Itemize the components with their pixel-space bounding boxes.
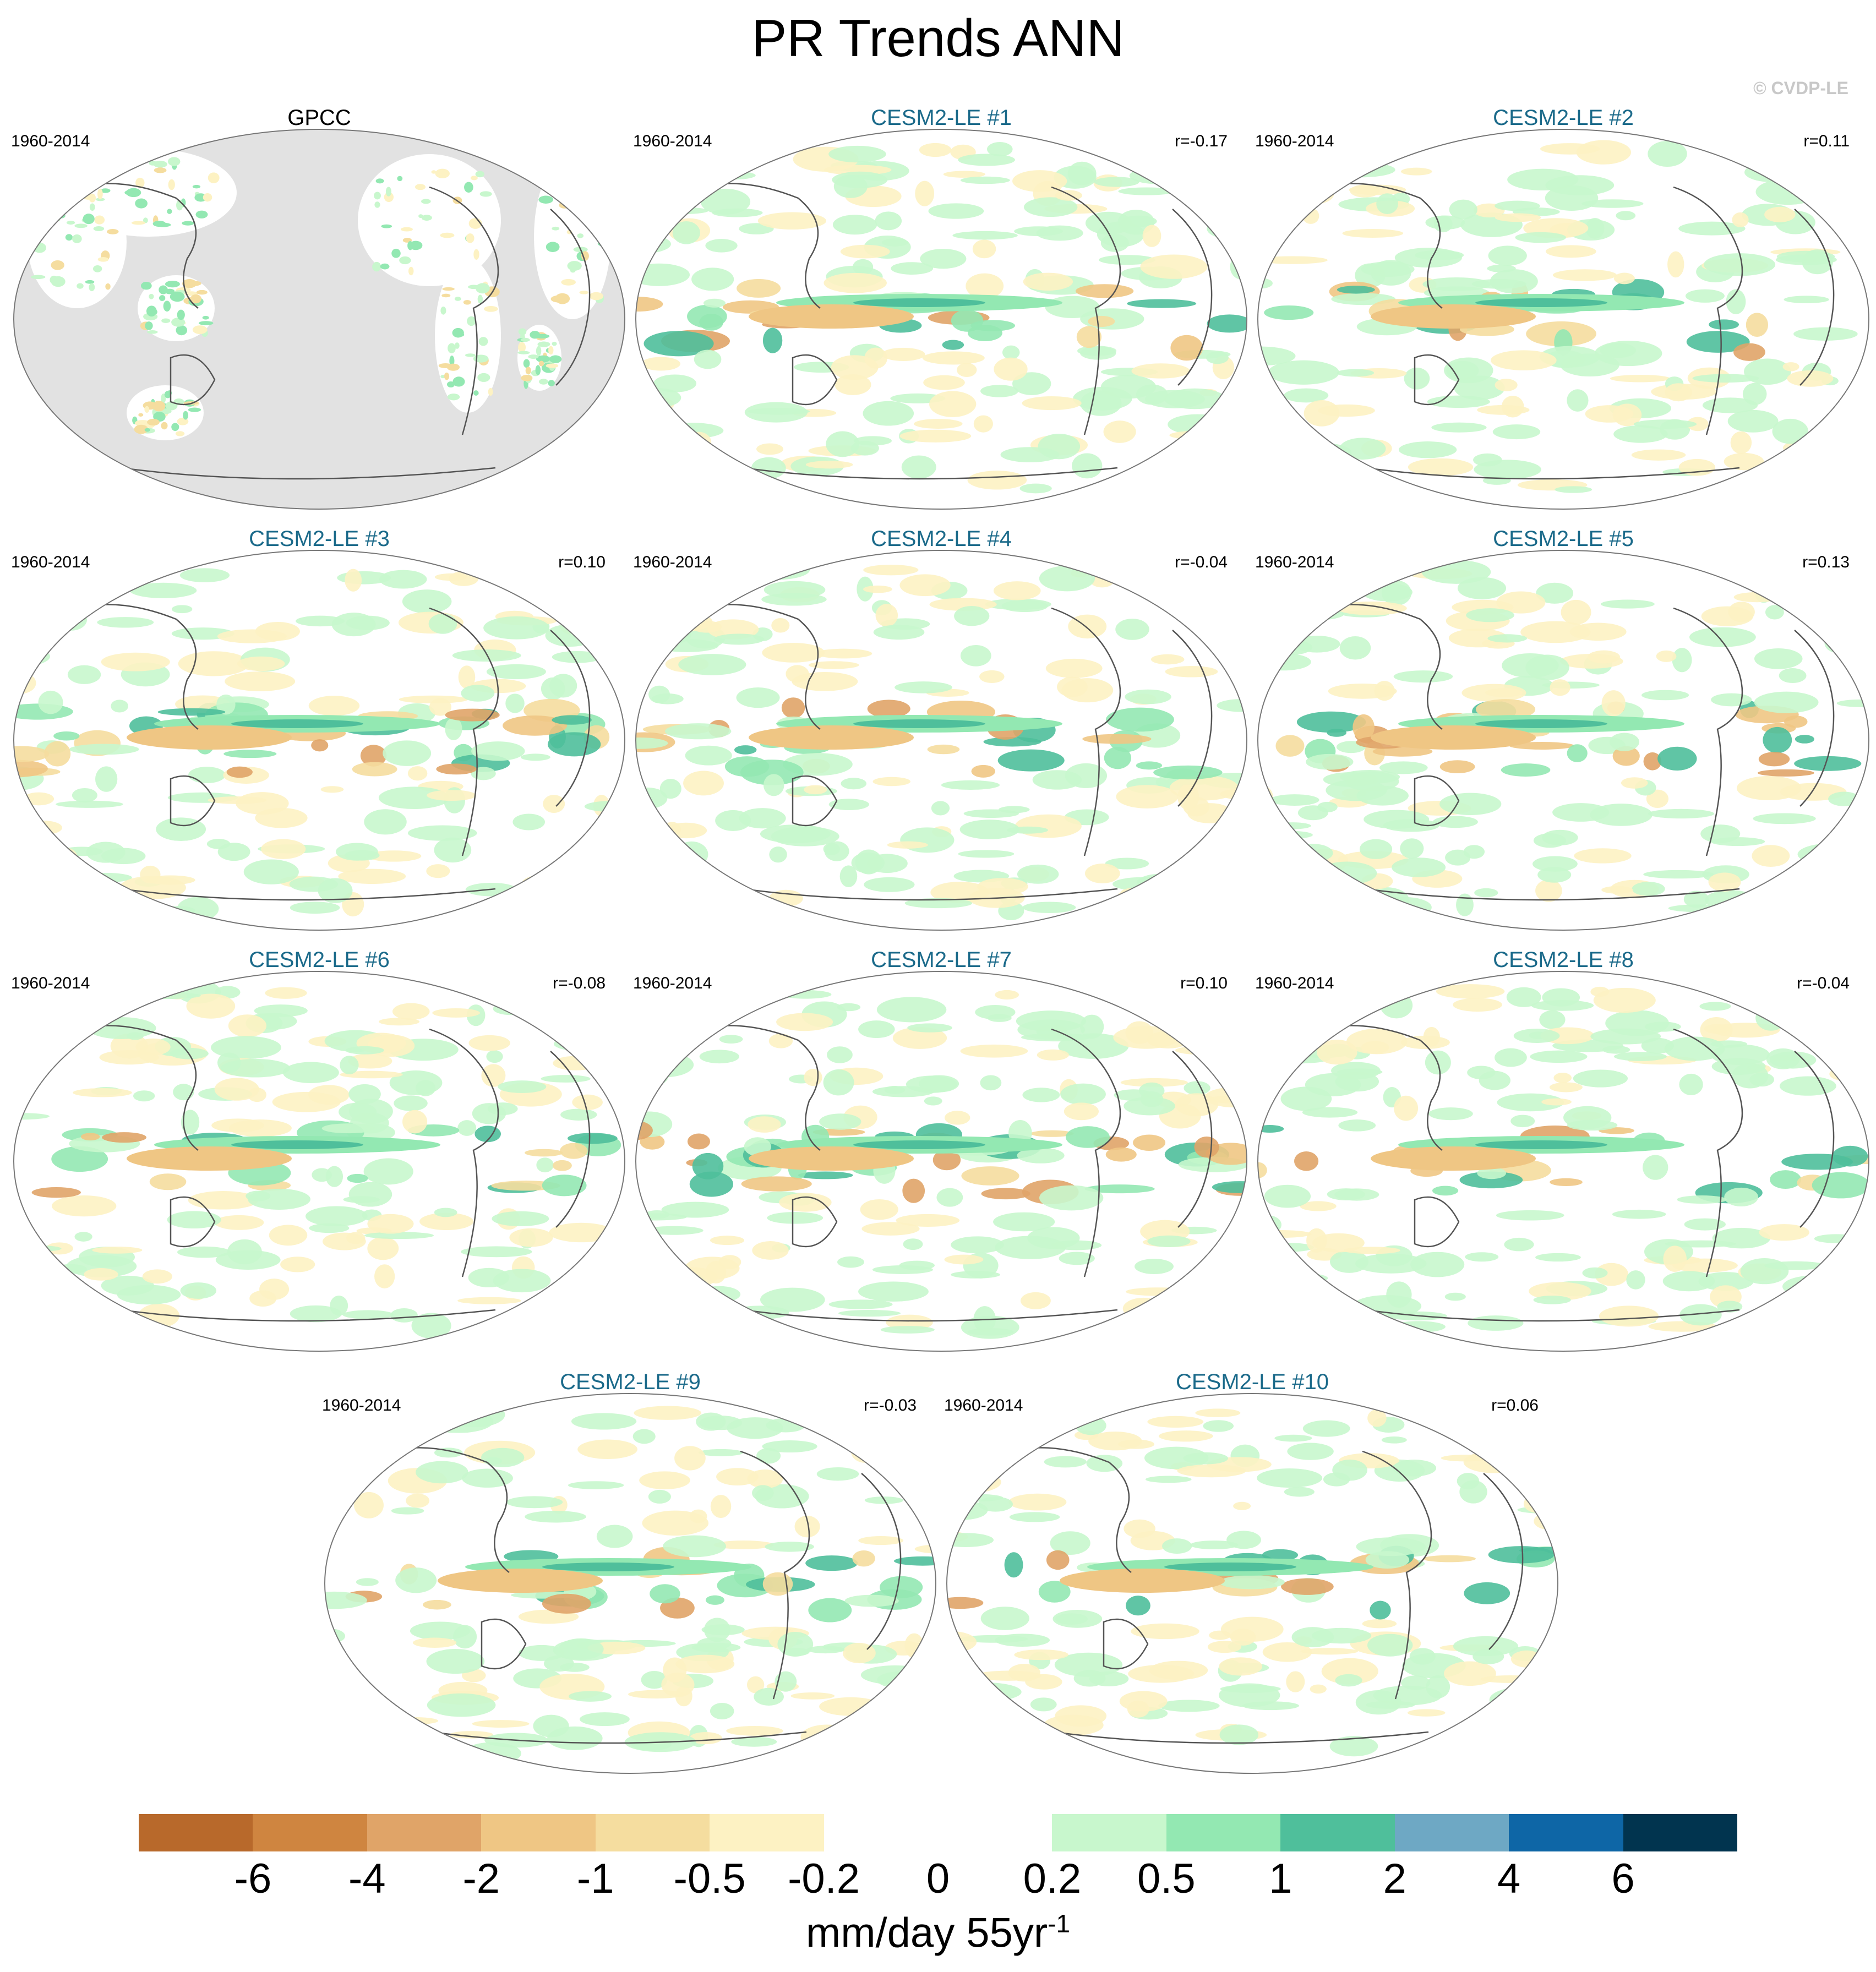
watermark: © CVDP-LE — [1753, 78, 1848, 98]
colorbar-swatch — [1166, 1814, 1281, 1851]
panel-period: 1960-2014 — [633, 132, 712, 150]
panel-title: CESM2-LE #3 — [249, 527, 390, 551]
colorbar-tick-label: 4 — [1497, 1855, 1521, 1902]
panel-correlation: r=-0.17 — [1175, 132, 1228, 150]
colorbar-swatch — [367, 1814, 482, 1851]
panel-title: CESM2-LE #2 — [1493, 106, 1634, 130]
colorbar — [139, 1814, 1737, 1851]
colorbar-swatch — [1394, 1814, 1509, 1851]
panel-cesm2-le-5: CESM2-LE #5 1960-2014 r=0.13 — [1255, 526, 1872, 944]
colorbar-swatch — [1280, 1814, 1395, 1851]
colorbar-swatch — [1052, 1814, 1166, 1851]
colorbar-tick-label: 2 — [1383, 1855, 1406, 1902]
map-member-8 — [1257, 971, 1869, 1352]
colorbar-tick-label: -4 — [348, 1855, 386, 1902]
colorbar-swatch — [1623, 1814, 1737, 1851]
panel-gpcc: GPCC 1960-2014 — [11, 105, 628, 523]
panel-cesm2-le-8: CESM2-LE #8 1960-2014 r=-0.04 — [1255, 947, 1872, 1365]
panel-period: 1960-2014 — [11, 974, 90, 992]
panel-title: GPCC — [287, 106, 351, 130]
panel-title: CESM2-LE #7 — [871, 948, 1012, 972]
panel-title: CESM2-LE #4 — [871, 527, 1012, 551]
panel-cesm2-le-10: CESM2-LE #10 1960-2014 r=0.06 — [944, 1369, 1561, 1787]
colorbar-swatch — [824, 1814, 938, 1851]
panel-correlation: r=-0.04 — [1797, 974, 1850, 992]
colorbar-swatch — [710, 1814, 824, 1851]
map-member-6 — [13, 971, 625, 1352]
colorbar-swatch — [253, 1814, 367, 1851]
panel-cesm2-le-7: CESM2-LE #7 1960-2014 r=0.10 — [633, 947, 1250, 1365]
panel-correlation: r=0.06 — [1491, 1396, 1539, 1414]
panel-correlation: r=0.13 — [1802, 553, 1850, 571]
panel-period: 1960-2014 — [1255, 553, 1334, 571]
colorbar-tick-label: 0.2 — [1023, 1855, 1082, 1902]
panel-cesm2-le-2: CESM2-LE #2 1960-2014 r=0.11 — [1255, 105, 1872, 523]
panel-title: CESM2-LE #5 — [1493, 527, 1634, 551]
colorbar-tick-label: -0.2 — [788, 1855, 860, 1902]
panel-period: 1960-2014 — [944, 1396, 1023, 1414]
figure-title: PR Trends ANN — [751, 9, 1125, 68]
panel-cesm2-le-3: CESM2-LE #3 1960-2014 r=0.10 — [11, 526, 628, 944]
colorbar-tick-label: -6 — [234, 1855, 272, 1902]
colorbar-swatch — [139, 1814, 253, 1851]
colorbar-swatch — [938, 1814, 1052, 1851]
colorbar-swatch — [1509, 1814, 1623, 1851]
map-member-7 — [635, 971, 1247, 1352]
panel-period: 1960-2014 — [633, 553, 712, 571]
panel-correlation: r=-0.08 — [553, 974, 606, 992]
panel-period: 1960-2014 — [1255, 132, 1334, 150]
panel-correlation: r=-0.04 — [1175, 553, 1228, 571]
panel-title: CESM2-LE #8 — [1493, 948, 1634, 972]
panel-period: 1960-2014 — [633, 974, 712, 992]
panel-correlation: r=-0.03 — [864, 1396, 917, 1414]
panel-title: CESM2-LE #10 — [1176, 1370, 1329, 1394]
colorbar-tick-label: -2 — [462, 1855, 500, 1902]
colorbar-units: mm/day 55yr-1 — [805, 1909, 1071, 1957]
map-member-9 — [324, 1393, 936, 1774]
map-gpcc — [13, 129, 625, 510]
map-member-4 — [635, 550, 1247, 931]
panel-title: CESM2-LE #9 — [560, 1370, 701, 1394]
panel-period: 1960-2014 — [1255, 974, 1334, 992]
colorbar-tick-label: 6 — [1611, 1855, 1635, 1902]
map-member-2 — [1257, 129, 1869, 510]
map-member-5 — [1257, 550, 1869, 931]
panel-correlation: r=0.11 — [1803, 132, 1850, 150]
map-member-10 — [946, 1393, 1558, 1774]
colorbar-swatch — [481, 1814, 596, 1851]
panel-period: 1960-2014 — [11, 132, 90, 150]
colorbar-tick-label: 1 — [1269, 1855, 1293, 1902]
panel-cesm2-le-6: CESM2-LE #6 1960-2014 r=-0.08 — [11, 947, 628, 1365]
panel-title: CESM2-LE #1 — [871, 106, 1012, 130]
panel-cesm2-le-9: CESM2-LE #9 1960-2014 r=-0.03 — [322, 1369, 939, 1787]
panel-cesm2-le-1: CESM2-LE #1 1960-2014 r=-0.17 — [633, 105, 1250, 523]
panel-period: 1960-2014 — [322, 1396, 401, 1414]
colorbar-swatch — [595, 1814, 710, 1851]
panel-correlation: r=0.10 — [1180, 974, 1228, 992]
panel-cesm2-le-4: CESM2-LE #4 1960-2014 r=-0.04 — [633, 526, 1250, 944]
map-member-1 — [635, 129, 1247, 510]
colorbar-tick-label: -1 — [576, 1855, 614, 1902]
colorbar-tick-label: 0.5 — [1137, 1855, 1196, 1902]
panel-correlation: r=0.10 — [558, 553, 606, 571]
panel-period: 1960-2014 — [11, 553, 90, 571]
panel-title: CESM2-LE #6 — [249, 948, 390, 972]
map-member-3 — [13, 550, 625, 931]
colorbar-tick-label: -0.5 — [673, 1855, 746, 1902]
colorbar-tick-label: 0 — [926, 1855, 950, 1902]
